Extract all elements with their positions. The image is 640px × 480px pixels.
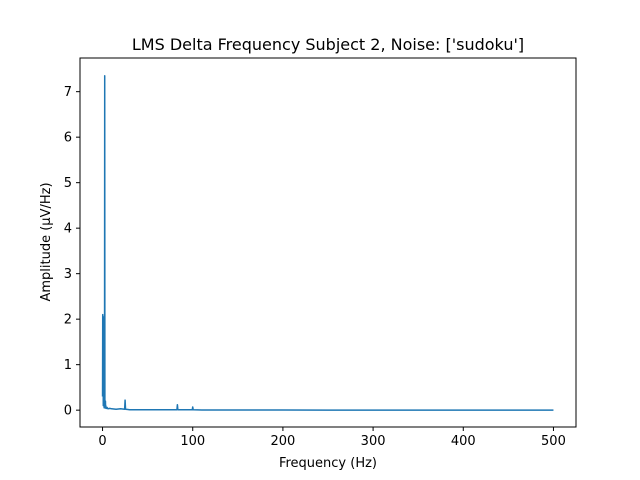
- y-tick-label: 0: [64, 404, 72, 419]
- y-tick-label: 2: [64, 313, 72, 328]
- axes-frame: [79, 57, 577, 428]
- y-tick-label: 1: [64, 358, 72, 373]
- x-axis: 0 100 200 300 400 500: [98, 427, 566, 449]
- x-tick-label: 0: [98, 434, 106, 449]
- y-tick-label: 6: [64, 131, 72, 146]
- x-tick-label: 100: [180, 434, 205, 449]
- y-tick-label: 5: [64, 176, 72, 191]
- x-tick-label: 400: [451, 434, 476, 449]
- chart-title: LMS Delta Frequency Subject 2, Noise: ['…: [132, 35, 524, 54]
- x-tick-label: 300: [361, 434, 386, 449]
- x-tick-label: 200: [270, 434, 295, 449]
- x-axis-label: Frequency (Hz): [279, 456, 377, 471]
- series-line-1: [101, 74, 554, 411]
- y-axis-label: Amplitude (μV/Hz): [39, 182, 54, 301]
- y-tick-label: 3: [64, 267, 72, 282]
- y-axis: 0 1 2 3 4 5 6 7: [64, 85, 80, 419]
- y-tick-label: 4: [64, 222, 72, 237]
- plot-area: [101, 74, 554, 411]
- y-tick-label: 7: [64, 85, 72, 100]
- x-tick-label: 500: [541, 434, 566, 449]
